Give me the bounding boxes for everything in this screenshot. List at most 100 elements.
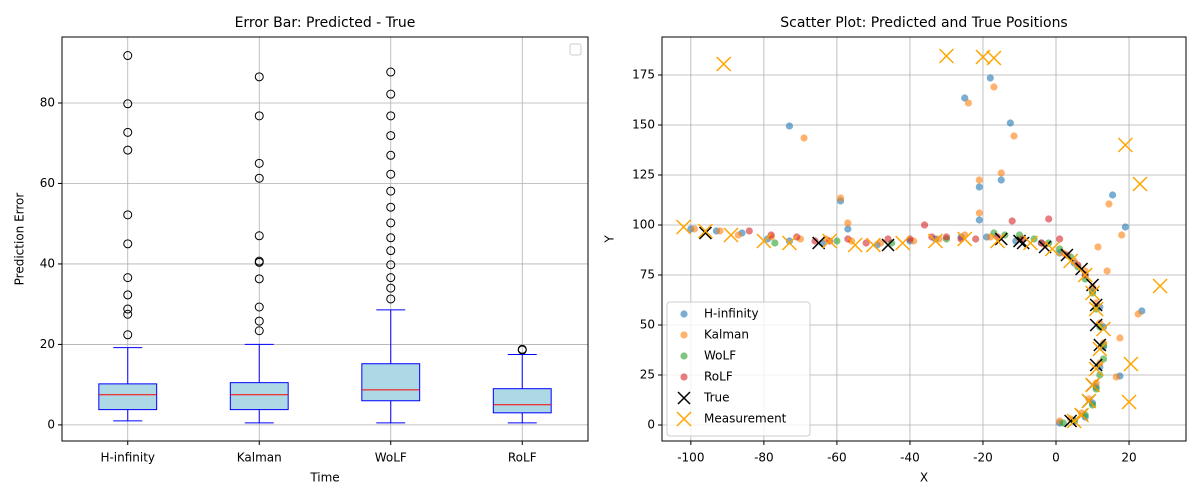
point: [1063, 253, 1079, 269]
point: [1088, 283, 1097, 291]
y-tick-label: 20: [40, 337, 55, 351]
legend-marker: [680, 331, 688, 339]
point: [1056, 235, 1064, 243]
point: [1006, 119, 1014, 127]
x-marker: [1064, 414, 1078, 428]
point: [1088, 361, 1104, 377]
point: [1075, 262, 1089, 276]
flier: [254, 326, 264, 336]
point: [986, 50, 1002, 66]
point: [1134, 310, 1142, 318]
point: [697, 223, 713, 239]
y-tick-label: 40: [40, 256, 55, 270]
flier: [123, 330, 133, 340]
legend-label: RoLF: [704, 370, 733, 384]
point: [865, 237, 881, 253]
x-marker: [1089, 318, 1103, 332]
point: [972, 235, 980, 243]
point: [1112, 373, 1120, 381]
x-tick-label: H-infinity: [100, 451, 155, 465]
x-tick-label: RoLF: [508, 451, 537, 465]
legend-label: Kalman: [704, 328, 749, 342]
y-tick-label: 60: [40, 176, 55, 190]
x-marker: [881, 238, 895, 252]
x-marker: [1044, 241, 1060, 257]
point: [1077, 267, 1093, 283]
y-tick-label: 80: [40, 95, 55, 109]
point: [698, 226, 712, 240]
point: [1081, 393, 1097, 409]
point: [1060, 248, 1074, 262]
flier: [123, 304, 133, 314]
x-marker: [781, 235, 797, 251]
flier: [254, 158, 264, 168]
flier: [386, 218, 396, 228]
flier: [254, 173, 264, 183]
box: [98, 383, 158, 411]
point: [877, 239, 885, 247]
x-marker: [990, 233, 1006, 249]
point: [1099, 355, 1108, 363]
flier: [386, 233, 396, 243]
x-marker: [1038, 240, 1052, 254]
flier: [386, 283, 396, 293]
point: [1089, 298, 1103, 312]
y-tick-label: 100: [632, 218, 655, 232]
x-marker: [1084, 377, 1101, 393]
point: [1105, 200, 1113, 208]
point: [990, 233, 1006, 249]
point: [1074, 407, 1090, 423]
point: [975, 183, 983, 191]
point: [716, 227, 724, 235]
legend-label: H-infinity: [704, 307, 759, 321]
x-marker: [895, 235, 911, 251]
point: [836, 194, 845, 202]
y-tick-label: 175: [632, 68, 655, 82]
x-marker: [676, 411, 692, 427]
point: [1092, 299, 1100, 307]
point: [716, 56, 732, 72]
box: [492, 388, 552, 414]
point: [957, 235, 965, 243]
x-marker: [957, 231, 973, 247]
point: [756, 233, 772, 249]
x-marker: [1152, 278, 1168, 294]
y-tick-label: 0: [47, 417, 55, 431]
point: [781, 235, 797, 251]
x-marker: [986, 50, 1002, 66]
point: [800, 134, 808, 142]
point: [1092, 341, 1108, 357]
point: [1088, 301, 1104, 317]
point: [771, 239, 779, 247]
point: [690, 225, 699, 233]
point: [723, 227, 739, 243]
x-marker: [716, 56, 732, 72]
flier: [123, 51, 133, 61]
point: [1109, 191, 1117, 199]
flier: [386, 260, 396, 270]
point: [895, 235, 911, 251]
flier: [386, 186, 396, 196]
flier: [123, 290, 133, 300]
point: [1044, 241, 1060, 257]
x-marker: [1081, 393, 1097, 409]
point: [997, 176, 1005, 184]
point: [975, 216, 983, 224]
flier: [123, 273, 133, 283]
point: [811, 237, 819, 245]
point: [938, 48, 954, 64]
x-marker: [847, 237, 863, 253]
flier: [254, 231, 264, 241]
flier: [386, 111, 396, 121]
point: [1132, 176, 1148, 192]
flier: [254, 111, 264, 121]
legend-marker: [676, 411, 692, 427]
x-marker: [676, 219, 692, 235]
chart-title: Scatter Plot: Predicted and True Positio…: [780, 15, 1067, 31]
legend-label: True: [703, 391, 730, 405]
point: [1093, 338, 1107, 352]
flier: [123, 309, 133, 319]
y-tick-label: 150: [632, 118, 655, 132]
point: [881, 238, 895, 252]
point: [767, 231, 775, 239]
